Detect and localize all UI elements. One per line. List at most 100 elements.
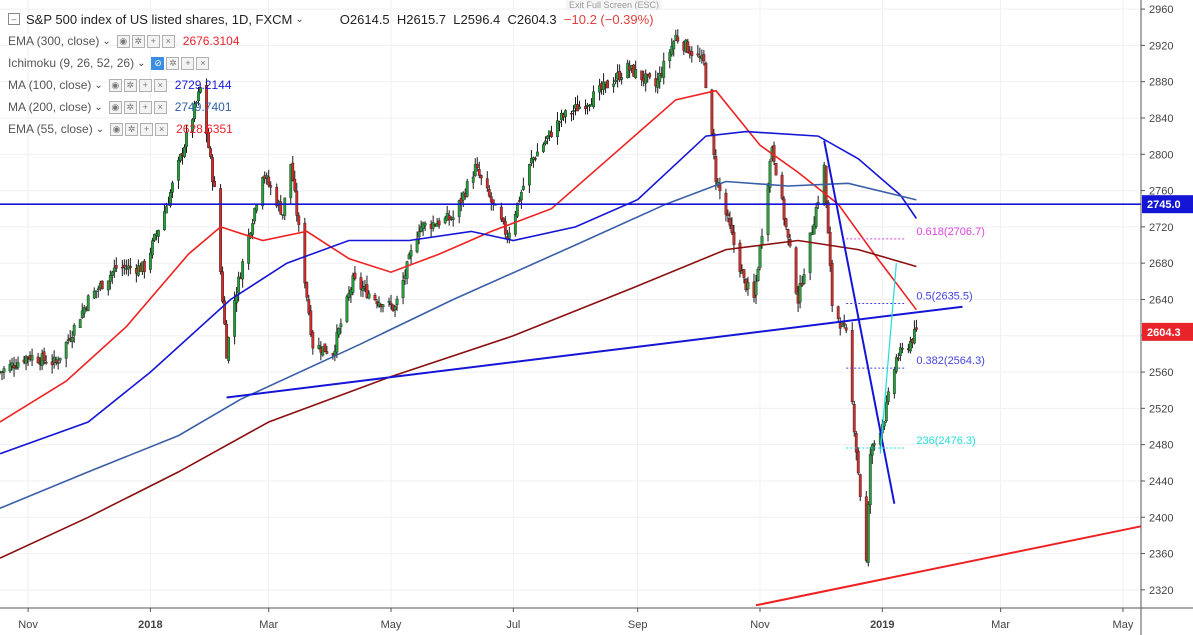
- candle-body: [521, 185, 525, 190]
- candle-body: [165, 206, 168, 214]
- y-tick-label: 2840: [1149, 113, 1173, 125]
- chevron-down-icon[interactable]: ⌄: [102, 35, 111, 47]
- plus-icon[interactable]: +: [138, 100, 152, 114]
- candle-body: [780, 174, 784, 199]
- indicator-row[interactable]: EMA (300, close) ⌄ ◉ ✲ + × 2676.3104: [8, 30, 654, 52]
- candle-body: [668, 52, 672, 62]
- plus-icon[interactable]: +: [140, 122, 154, 136]
- candle-body: [529, 158, 533, 164]
- gear-icon[interactable]: ✲: [123, 78, 137, 92]
- close-icon[interactable]: ×: [153, 100, 167, 114]
- candle-body: [14, 367, 18, 369]
- eye-icon[interactable]: ◉: [108, 100, 122, 114]
- candle-body: [517, 200, 521, 202]
- candle-body: [16, 362, 20, 368]
- candle-body: [830, 263, 834, 306]
- exit-fullscreen-hint[interactable]: Exit Full Screen (ESC): [566, 0, 663, 10]
- last-price-tag-bg: [1142, 322, 1193, 341]
- candle-body: [419, 226, 423, 232]
- candle-body: [163, 211, 166, 231]
- chevron-down-icon[interactable]: ⌄: [295, 13, 304, 25]
- candle-body: [381, 304, 385, 308]
- gear-icon[interactable]: ✲: [166, 56, 180, 70]
- fib-level-label: 236(2476.3): [916, 435, 975, 447]
- candle-body: [323, 343, 327, 353]
- candle-body: [235, 294, 239, 304]
- trendline-red: [755, 525, 1142, 607]
- candle-body: [387, 300, 391, 303]
- gear-icon[interactable]: ✲: [125, 122, 139, 136]
- candle-body: [44, 361, 48, 364]
- candle-body: [443, 217, 447, 224]
- candle-body: [92, 290, 96, 299]
- candle-body: [842, 322, 846, 326]
- chevron-down-icon[interactable]: ⌄: [94, 101, 103, 113]
- y-tick-label: 2800: [1149, 149, 1173, 161]
- candle-body: [207, 131, 210, 148]
- close-icon[interactable]: ×: [161, 34, 175, 48]
- indicator-row[interactable]: EMA (55, close) ⌄ ◉ ✲ + × 2628.6351: [8, 118, 654, 140]
- candle-body: [491, 199, 495, 204]
- candle-body: [704, 62, 708, 89]
- chart-legend: – S&P 500 index of US listed shares, 1D,…: [8, 8, 654, 140]
- candle-body: [255, 204, 259, 211]
- candle-body: [802, 274, 806, 284]
- candle-body: [157, 229, 160, 237]
- candle-body: [487, 189, 491, 197]
- plus-icon[interactable]: +: [146, 34, 160, 48]
- candle-body: [169, 192, 172, 206]
- candle-body: [670, 46, 674, 55]
- candle-body: [756, 268, 760, 282]
- indicator-row[interactable]: Ichimoku (9, 26, 52, 26) ⌄ ⊘ ✲ + ×: [8, 52, 654, 74]
- minus-square-icon[interactable]: –: [8, 13, 20, 25]
- candle-body: [913, 329, 916, 344]
- close-icon[interactable]: ×: [196, 56, 210, 70]
- chevron-down-icon[interactable]: ⌄: [95, 123, 105, 135]
- hidden-eye-icon[interactable]: ⊘: [151, 56, 165, 70]
- candle-body: [836, 306, 840, 319]
- candle-body: [710, 89, 714, 135]
- eye-icon[interactable]: ◉: [110, 122, 124, 136]
- y-tick-label: 2320: [1149, 585, 1173, 597]
- chevron-down-icon[interactable]: ⌄: [94, 79, 103, 91]
- candle-body: [335, 332, 339, 353]
- candle-body: [662, 60, 666, 78]
- candle-body: [177, 159, 180, 181]
- candle-body: [36, 356, 40, 364]
- change-value: −10.2 (−0.39%): [563, 11, 654, 27]
- close-icon[interactable]: ×: [153, 78, 167, 92]
- eye-icon[interactable]: ◉: [116, 34, 130, 48]
- candle-body: [142, 260, 146, 272]
- candle-body: [570, 112, 573, 115]
- plus-icon[interactable]: +: [138, 78, 152, 92]
- plus-icon[interactable]: +: [181, 56, 195, 70]
- candle-body: [373, 294, 377, 300]
- candle-body: [620, 77, 624, 80]
- indicator-row[interactable]: MA (200, close) ⌄ ◉ ✲ + × 2749.7401: [8, 96, 654, 118]
- candle-body: [644, 73, 648, 84]
- candle-body: [479, 175, 483, 179]
- chevron-down-icon[interactable]: ⌄: [137, 57, 146, 69]
- candle-body: [828, 232, 832, 266]
- eye-icon[interactable]: ◉: [108, 78, 122, 92]
- gear-icon[interactable]: ✲: [123, 100, 137, 114]
- candle-body: [417, 231, 421, 238]
- candle-body: [339, 323, 343, 328]
- candle-body: [774, 162, 778, 176]
- x-tick-label: 2018: [138, 619, 162, 631]
- candle-body: [211, 157, 214, 182]
- candle-body: [696, 53, 700, 56]
- candle-body: [8, 364, 12, 372]
- candle-body: [367, 293, 371, 299]
- candle-body: [507, 232, 511, 239]
- ohlc-readout: O2614.5 H2615.7 L2596.4 C2604.3 −10.2 (−…: [340, 12, 654, 27]
- gear-icon[interactable]: ✲: [131, 34, 145, 48]
- candle-body: [854, 433, 858, 453]
- x-tick-label: Mar: [991, 619, 1010, 631]
- candle-body: [10, 362, 14, 367]
- indicator-row[interactable]: MA (100, close) ⌄ ◉ ✲ + × 2729.2144: [8, 74, 654, 96]
- candle-body: [70, 337, 74, 343]
- close-icon[interactable]: ×: [155, 122, 169, 136]
- candle-body: [437, 220, 441, 226]
